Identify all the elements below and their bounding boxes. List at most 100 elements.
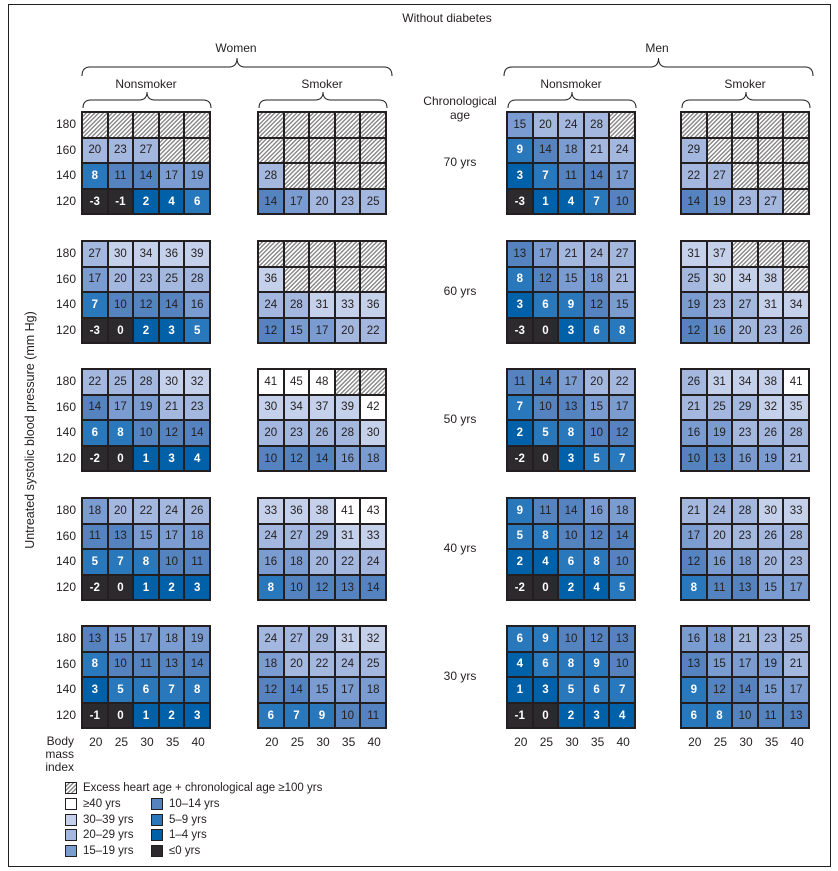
heatmap-cell: 28 bbox=[784, 421, 808, 445]
heatmap-cell: 3 bbox=[533, 678, 558, 702]
heatmap-cell: 34 bbox=[134, 242, 158, 266]
heatmap-panel: 13 17 21 24 27 8 12 15 18 21 3 6 9 12 15 -3 0 3 6 8 bbox=[506, 240, 636, 345]
heatmap-cell: 8 bbox=[682, 575, 706, 600]
heatmap-cell: 5 bbox=[508, 524, 532, 549]
heatmap-cell: 28 bbox=[584, 113, 609, 137]
bp-tick-label: 120 bbox=[56, 322, 77, 337]
heatmap-cell: 30 bbox=[259, 395, 283, 420]
heatmap-cell: 14 bbox=[185, 652, 209, 677]
heatmap-cell: 12 bbox=[584, 524, 609, 549]
legend-item: 10–14 yrs bbox=[151, 798, 220, 810]
heatmap-cell: 26 bbox=[784, 318, 808, 343]
heatmap-cell: 14 bbox=[361, 575, 385, 600]
hatched-cell bbox=[361, 113, 385, 137]
heatmap-cell: 39 bbox=[185, 242, 209, 266]
heatmap-cell: 8 bbox=[533, 524, 558, 549]
heatmap-cell: 2 bbox=[508, 550, 532, 574]
heatmap-cell: 21 bbox=[682, 499, 706, 523]
heatmap-cell: 35 bbox=[784, 395, 808, 420]
heatmap-cell: 24 bbox=[335, 652, 360, 677]
heatmap-cell: 33 bbox=[784, 499, 808, 523]
heatmap-panel: 27 30 34 36 39 17 20 23 25 28 7 10 12 14 16 -3 0 2 3 5 bbox=[81, 240, 211, 345]
hatched-cell bbox=[361, 267, 385, 292]
heatmap-panel: 28 14 17 20 23 25 bbox=[257, 111, 387, 216]
x-axis-label: Body mass index bbox=[45, 734, 74, 774]
y-axis-label: Untreated systolic blood pressure (mm Hg… bbox=[23, 311, 37, 549]
heatmap-cell: 11 bbox=[559, 164, 583, 188]
hatched-cell bbox=[335, 113, 360, 137]
heatmap-cell: 16 bbox=[682, 627, 706, 651]
bmi-tick-label: 30 bbox=[565, 735, 579, 749]
heatmap-cell: 15 bbox=[108, 627, 133, 651]
heatmap-cell: 13 bbox=[682, 652, 706, 677]
heatmap-cell: 28 bbox=[259, 164, 283, 188]
legend-label: 10–14 yrs bbox=[169, 798, 220, 810]
sex-label-men: Men bbox=[645, 41, 669, 55]
heatmap-cell: 6 bbox=[682, 703, 706, 728]
heatmap-panel: 36 24 28 31 33 36 12 15 17 20 22 bbox=[257, 240, 387, 345]
heatmap-cell: 15 bbox=[559, 267, 583, 292]
heatmap-cell: 24 bbox=[259, 627, 283, 651]
heatmap-cell: 11 bbox=[134, 652, 158, 677]
heatmap-cell: 17 bbox=[159, 164, 184, 188]
heatmap-cell: 18 bbox=[733, 550, 757, 574]
heatmap-cell: 20 bbox=[733, 318, 757, 343]
heatmap-cell: 23 bbox=[733, 524, 757, 549]
heatmap-cell: 20 bbox=[259, 421, 283, 445]
heatmap-cell: 28 bbox=[784, 524, 808, 549]
heatmap-cell: 6 bbox=[259, 703, 283, 728]
heatmap-cell: 20 bbox=[83, 138, 107, 163]
heatmap-cell: 17 bbox=[533, 242, 558, 266]
heatmap-cell: 12 bbox=[682, 318, 706, 343]
bp-tick-label: 160 bbox=[56, 528, 77, 543]
legend-swatch bbox=[151, 798, 163, 810]
heatmap-cell: -2 bbox=[508, 446, 532, 471]
heatmap-cell: 10 bbox=[259, 446, 283, 471]
legend-label: 15–19 yrs bbox=[83, 844, 134, 857]
smoking-label: Smoker bbox=[724, 77, 766, 91]
heatmap-cell: 20 bbox=[108, 499, 133, 523]
hatched-cell bbox=[784, 138, 808, 163]
heatmap-cell: 4 bbox=[559, 189, 583, 214]
heatmap-cell: 22 bbox=[83, 370, 107, 394]
heatmap-cell: 17 bbox=[610, 164, 634, 188]
heatmap-cell: 8 bbox=[83, 652, 107, 677]
heatmap-cell: -3 bbox=[508, 189, 532, 214]
heatmap-cell: 11 bbox=[108, 164, 133, 188]
heatmap-cell: 10 bbox=[733, 703, 757, 728]
legend-item: 1–4 yrs bbox=[151, 829, 207, 841]
heatmap-cell: 13 bbox=[83, 627, 107, 651]
heatmap-cell: 16 bbox=[584, 499, 609, 523]
heatmap-cell: 12 bbox=[610, 421, 634, 445]
heatmap-cell: 21 bbox=[784, 652, 808, 677]
heatmap-cell: 18 bbox=[159, 627, 184, 651]
hatched-cell bbox=[310, 164, 334, 188]
heatmap-cell: 17 bbox=[559, 370, 583, 394]
heatmap-cell: 32 bbox=[361, 627, 385, 651]
heatmap-cell: 13 bbox=[784, 703, 808, 728]
heatmap-cell: 13 bbox=[508, 242, 532, 266]
bmi-tick-label: 35 bbox=[590, 735, 605, 749]
heatmap-cell: 27 bbox=[284, 524, 309, 549]
heatmap-cell: 0 bbox=[533, 446, 558, 471]
heatmap-cell: 21 bbox=[784, 446, 808, 471]
hatched-cell bbox=[185, 138, 209, 163]
heatmap-cell: 21 bbox=[559, 242, 583, 266]
heatmap-cell: 1 bbox=[508, 678, 532, 702]
heatmap-cell: 16 bbox=[733, 446, 757, 471]
age-header: Chronological age bbox=[423, 94, 497, 122]
heatmap-cell: 22 bbox=[361, 318, 385, 343]
hatched-cell bbox=[784, 113, 808, 137]
heatmap-cell: 25 bbox=[159, 267, 184, 292]
heatmap-cell: 31 bbox=[310, 293, 334, 317]
heatmap-cell: 7 bbox=[610, 678, 634, 702]
heatmap-cell: 1 bbox=[134, 575, 158, 600]
bp-tick-label: 120 bbox=[56, 450, 77, 465]
heatmap-cell: 28 bbox=[134, 370, 158, 394]
heatmap-cell: 29 bbox=[733, 395, 757, 420]
heatmap-cell: 30 bbox=[758, 499, 783, 523]
heatmap-cell: 34 bbox=[284, 395, 309, 420]
bmi-tick-label: 40 bbox=[191, 735, 205, 749]
heatmap-cell: 0 bbox=[108, 703, 133, 728]
